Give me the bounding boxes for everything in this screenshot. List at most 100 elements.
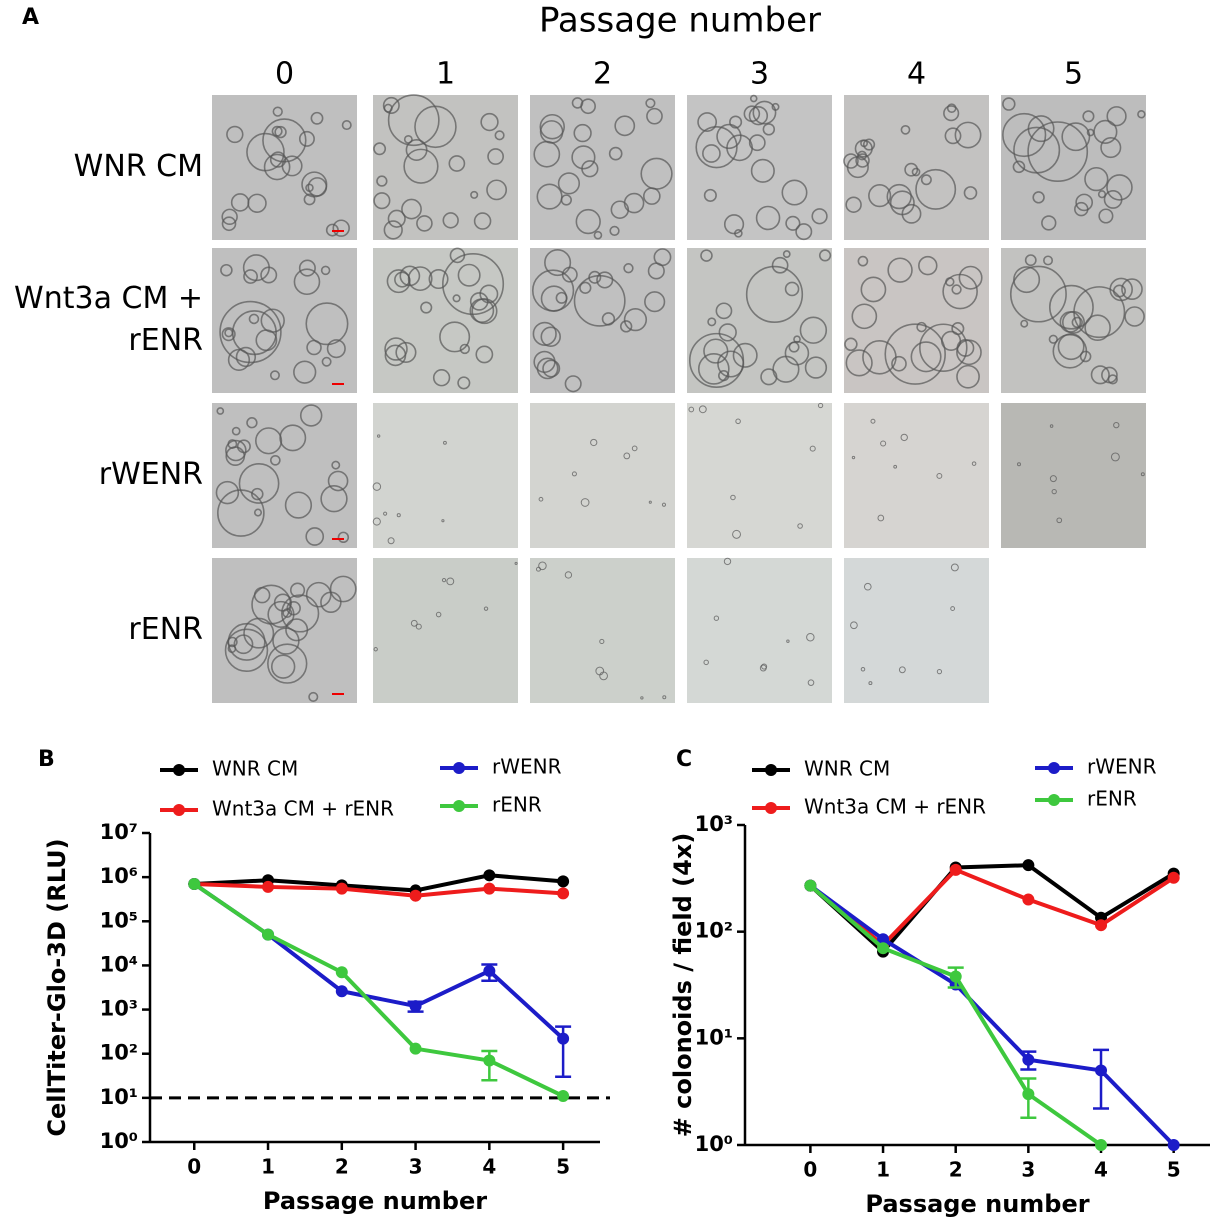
micrograph-bg: [687, 403, 832, 548]
organoid: [410, 619, 418, 627]
organoid: [732, 529, 741, 539]
organoid: [745, 265, 804, 323]
organoid: [1024, 254, 1037, 267]
organoid: [860, 666, 866, 672]
micrograph-bg: [687, 558, 832, 703]
organoid: [1009, 265, 1067, 323]
point: [335, 985, 348, 998]
organoid: [416, 215, 433, 232]
micrograph-bg: [844, 558, 989, 703]
organoid: [1113, 421, 1120, 429]
organoid: [486, 179, 508, 201]
series-line: [193, 882, 565, 1041]
legend-marker: [173, 764, 185, 776]
organoid: [540, 326, 561, 347]
organoid: [253, 508, 263, 517]
organoid: [884, 323, 946, 385]
organoid: [1093, 119, 1118, 144]
organoid: [807, 679, 815, 686]
organoid: [442, 212, 459, 229]
point: [1022, 893, 1035, 906]
organoid: [752, 100, 777, 125]
organoid: [580, 98, 596, 115]
organoid: [1124, 306, 1145, 327]
point: [483, 1054, 496, 1067]
micrograph: [687, 94, 832, 241]
organoid: [539, 113, 565, 140]
organoid: [599, 638, 605, 645]
y-tick-label: 10³: [695, 812, 733, 836]
organoid: [267, 643, 308, 684]
point: [262, 928, 275, 941]
micrograph: [687, 248, 832, 393]
organoid: [575, 208, 601, 235]
organoid: [221, 327, 236, 342]
organoid: [284, 491, 313, 519]
point: [335, 882, 348, 895]
organoid: [405, 139, 428, 161]
organoid: [920, 174, 932, 186]
organoid: [251, 487, 264, 501]
point: [1022, 859, 1035, 872]
organoid: [263, 153, 291, 181]
point: [409, 889, 422, 902]
x-tick-label: 0: [803, 1158, 817, 1182]
organoid: [538, 496, 544, 502]
organoid: [889, 190, 915, 216]
x-axis-title: Passage number: [865, 1190, 1089, 1218]
micrograph: [212, 558, 357, 703]
micrograph: [373, 94, 518, 240]
organoid: [707, 317, 717, 327]
column-label: 5: [1064, 57, 1083, 92]
row-label: rENR: [128, 612, 203, 647]
organoid: [760, 368, 778, 386]
column-label: 3: [750, 57, 769, 92]
micrograph: [530, 403, 675, 548]
organoid: [698, 405, 707, 414]
organoid: [1048, 334, 1058, 344]
organoid: [1073, 286, 1126, 339]
organoid: [688, 332, 745, 389]
organoid: [230, 193, 250, 212]
organoid: [771, 102, 780, 111]
organoid: [596, 271, 614, 289]
legend-marker: [1048, 762, 1060, 774]
organoid: [1051, 488, 1057, 495]
organoid: [782, 250, 791, 258]
organoid: [1032, 191, 1045, 204]
organoid: [337, 531, 350, 543]
point: [949, 970, 962, 983]
x-tick-label: 4: [482, 1155, 496, 1179]
point: [557, 1032, 570, 1045]
point: [804, 879, 817, 892]
micrograph: [844, 558, 989, 703]
organoid: [723, 214, 745, 235]
organoid: [395, 341, 417, 364]
micrograph-bg: [844, 248, 989, 393]
organoid: [1090, 365, 1110, 385]
organoid: [387, 94, 440, 147]
organoid: [623, 452, 631, 460]
organoid: [887, 257, 913, 283]
micrograph: [1001, 248, 1146, 393]
organoid: [1027, 121, 1089, 182]
organoid: [305, 183, 314, 193]
series-line: [809, 863, 1175, 955]
organoid: [608, 146, 623, 161]
organoid: [844, 337, 858, 352]
organoid: [255, 427, 283, 455]
organoid: [811, 208, 828, 225]
organoid: [893, 464, 898, 469]
organoid: [293, 268, 321, 296]
organoid: [305, 581, 332, 608]
organoid: [942, 273, 978, 310]
organoid: [544, 249, 572, 277]
organoid: [561, 266, 578, 283]
point: [1022, 1053, 1035, 1066]
organoid: [911, 167, 921, 177]
organoid: [862, 138, 876, 151]
organoid: [716, 123, 742, 150]
organoid: [320, 591, 342, 613]
y-tick-label: 10¹: [695, 1025, 733, 1049]
